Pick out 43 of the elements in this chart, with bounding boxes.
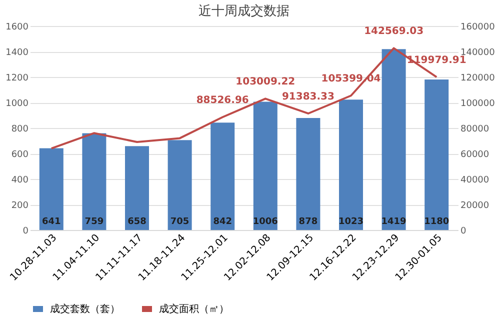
data-label: 705 (170, 217, 190, 227)
legend-label: 成交套数（套） (50, 303, 120, 315)
data-label: 142569.03 (364, 26, 424, 38)
bar (210, 122, 235, 230)
y2-tick-label: 80000 (460, 124, 490, 134)
legend-label: 成交面积（㎡） (159, 303, 229, 315)
bar (253, 102, 278, 230)
y-tick-label: 200 (11, 201, 29, 211)
data-label: 641 (42, 217, 61, 227)
y-tick-label: 1200 (6, 74, 29, 84)
y-tick-label: 1400 (6, 48, 29, 58)
data-label: 658 (128, 217, 146, 227)
bar (382, 49, 406, 230)
bar (339, 100, 363, 230)
y2-tick-label: 160000 (460, 22, 496, 32)
bar (82, 133, 106, 230)
y-tick-label: 1000 (6, 99, 29, 109)
y2-tick-label: 20000 (460, 201, 490, 211)
y-tick-label: 400 (11, 176, 29, 186)
data-label: 1006 (252, 217, 278, 227)
y-tick-label: 1600 (6, 22, 29, 32)
y2-tick-label: 60000 (460, 150, 490, 160)
data-label: 878 (298, 217, 318, 227)
data-label: 1023 (338, 217, 364, 227)
data-label: 842 (213, 217, 232, 227)
data-label: 103009.22 (236, 76, 296, 88)
data-label: 1419 (381, 217, 406, 227)
bar (424, 80, 449, 230)
y-tick-label: 0 (22, 226, 29, 236)
y2-tick-label: 120000 (460, 74, 496, 84)
chart-title: 近十周成交数据 (198, 3, 290, 19)
data-label: 88526.96 (196, 95, 249, 106)
data-label: 91383.33 (282, 91, 334, 102)
y2-tick-label: 100000 (460, 99, 496, 109)
y-tick-label: 800 (11, 124, 29, 134)
data-label: 759 (84, 217, 104, 227)
y-tick-label: 600 (11, 150, 29, 160)
bar (168, 140, 192, 230)
y2-tick-label: 40000 (460, 176, 490, 186)
bar (125, 146, 149, 230)
y2-tick-label: 0 (460, 226, 466, 236)
bar (296, 118, 320, 230)
bar (39, 148, 64, 230)
